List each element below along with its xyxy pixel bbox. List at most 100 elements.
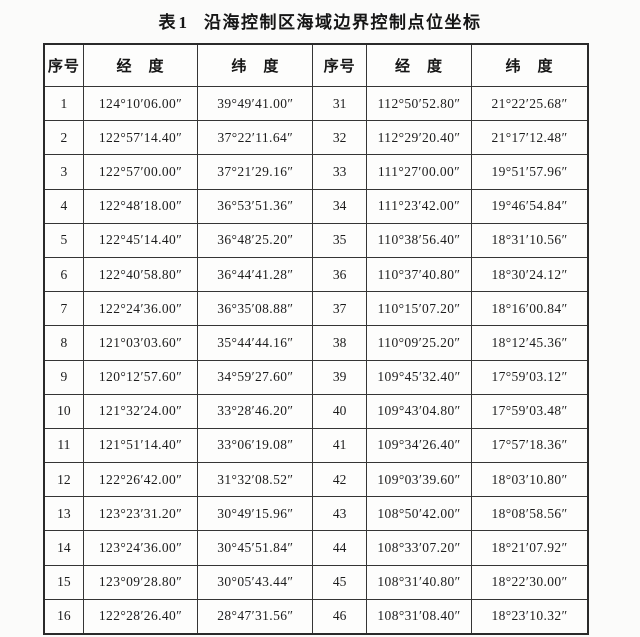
table-row: 8 121°03′03.60″ 35°44′44.16″ 38 110°09′25.20… <box>43 325 589 361</box>
table-row: 15 123°09′28.80″ 30°05′43.44″ 45 108°31′40.8… <box>43 564 589 600</box>
coordinate-cell: 18°21′07.92″ <box>471 530 589 566</box>
coordinate-cell: 28°47′31.56″ <box>197 598 314 635</box>
coordinate-cell: 34°59′27.60″ <box>197 359 314 395</box>
table-row: 5 122°45′14.40″ 36°48′25.20″ 35 110°38′56.40… <box>43 222 589 258</box>
coordinate-cell: 121°03′03.60″ <box>82 325 199 361</box>
coordinate-cell: 36°44′41.28″ <box>197 256 314 293</box>
row-number-cell: 37 <box>312 291 368 327</box>
table-row: 14 123°24′36.00″ 30°45′51.84″ 44 108°33′07.2… <box>43 530 589 566</box>
row-number-cell: 5 <box>43 222 84 258</box>
coordinate-cell: 19°46′54.84″ <box>471 188 589 224</box>
coordinate-cell: 39°49′41.00″ <box>197 85 314 122</box>
coordinate-cell: 110°38′56.40″ <box>366 222 473 258</box>
header-latitude-right: 纬 度 <box>471 43 589 87</box>
coordinate-cell: 33°28′46.20″ <box>197 393 314 429</box>
row-number-cell: 38 <box>312 325 368 361</box>
coordinate-cell: 18°30′24.12″ <box>471 256 589 293</box>
row-number-cell: 13 <box>43 496 84 532</box>
coordinate-cell: 120°12′57.60″ <box>82 359 199 395</box>
row-number-cell: 34 <box>312 188 368 224</box>
coordinate-cell: 108°33′07.20″ <box>366 530 473 566</box>
row-number-cell: 3 <box>43 154 84 190</box>
coordinate-cell: 122°45′14.40″ <box>82 222 199 258</box>
coordinate-cell: 122°24′36.00″ <box>82 291 199 327</box>
coordinate-cell: 122°28′26.40″ <box>82 598 199 635</box>
coordinate-cell: 109°03′39.60″ <box>366 462 473 498</box>
coordinate-cell: 17°57′18.36″ <box>471 427 589 464</box>
coordinate-cell: 18°31′10.56″ <box>471 222 589 258</box>
row-number-cell: 2 <box>43 120 84 156</box>
coordinate-cell: 21°22′25.68″ <box>471 85 589 122</box>
table-row: 13 123°23′31.20″ 30°49′15.96″ 43 108°50′42.0… <box>43 496 589 532</box>
coordinate-cell: 30°49′15.96″ <box>197 496 314 532</box>
coordinate-cell: 123°09′28.80″ <box>82 564 199 600</box>
coordinate-cell: 17°59′03.12″ <box>471 359 589 395</box>
coordinate-cell: 18°03′10.80″ <box>471 462 589 498</box>
row-number-cell: 7 <box>43 291 84 327</box>
row-number-cell: 45 <box>312 564 368 600</box>
table-title-text: 沿海控制区海域边界控制点位坐标 <box>204 13 482 32</box>
row-number-cell: 15 <box>43 564 84 600</box>
coordinate-cell: 110°09′25.20″ <box>366 325 473 361</box>
coordinate-cell: 122°26′42.00″ <box>82 462 199 498</box>
coordinate-cell: 121°32′24.00″ <box>82 393 199 429</box>
table-row: 9 120°12′57.60″ 34°59′27.60″ 39 109°45′32.40… <box>43 359 589 395</box>
coordinate-cell: 122°57′00.00″ <box>82 154 199 190</box>
row-number-cell: 43 <box>312 496 368 532</box>
coordinate-cell: 18°22′30.00″ <box>471 564 589 600</box>
coordinate-cell: 30°45′51.84″ <box>197 530 314 566</box>
coordinate-cell: 31°32′08.52″ <box>197 462 314 498</box>
coordinate-cell: 110°15′07.20″ <box>366 291 473 327</box>
coordinate-cell: 111°23′42.00″ <box>366 188 473 224</box>
coordinate-cell: 18°16′00.84″ <box>471 291 589 327</box>
coordinate-cell: 123°24′36.00″ <box>82 530 199 566</box>
coordinate-cell: 123°23′31.20″ <box>82 496 199 532</box>
header-longitude-left: 经 度 <box>82 43 199 87</box>
header-serial-right: 序号 <box>312 43 368 87</box>
row-number-cell: 4 <box>43 188 84 224</box>
table-row: 7 122°24′36.00″ 36°35′08.88″ 37 110°15′07.20… <box>43 291 589 327</box>
coordinate-cell: 122°48′18.00″ <box>82 188 199 224</box>
table-body: 1 124°10′06.00″ 39°49′41.00″ 31 112°50′52.80… <box>43 85 589 635</box>
coordinate-cell: 18°08′58.56″ <box>471 496 589 532</box>
row-number-cell: 32 <box>312 120 368 156</box>
coordinate-cell: 109°43′04.80″ <box>366 393 473 429</box>
coordinate-cell: 35°44′44.16″ <box>197 325 314 361</box>
row-number-cell: 12 <box>43 462 84 498</box>
coordinate-cell: 108°31′40.80″ <box>366 564 473 600</box>
row-number-cell: 14 <box>43 530 84 566</box>
coordinate-cell: 33°06′19.08″ <box>197 427 314 464</box>
coordinate-cell: 108°50′42.00″ <box>366 496 473 532</box>
coordinate-cell: 19°51′57.96″ <box>471 154 589 190</box>
row-number-cell: 1 <box>43 85 84 122</box>
coordinate-cell: 109°45′32.40″ <box>366 359 473 395</box>
table-row: 11 121°51′14.40″ 33°06′19.08″ 41 109°34′26.4… <box>43 427 589 464</box>
header-latitude-left: 纬 度 <box>197 43 314 87</box>
coordinate-cell: 108°31′08.40″ <box>366 598 473 635</box>
coordinate-cell: 30°05′43.44″ <box>197 564 314 600</box>
coordinate-cell: 109°34′26.40″ <box>366 427 473 464</box>
coordinate-cell: 121°51′14.40″ <box>82 427 199 464</box>
coordinate-cell: 112°29′20.40″ <box>366 120 473 156</box>
row-number-cell: 11 <box>43 427 84 464</box>
row-number-cell: 16 <box>43 598 84 635</box>
coordinate-cell: 18°12′45.36″ <box>471 325 589 361</box>
coordinate-cell: 111°27′00.00″ <box>366 154 473 190</box>
coordinate-cell: 17°59′03.48″ <box>471 393 589 429</box>
header-serial-left: 序号 <box>43 43 84 87</box>
coordinate-cell: 122°57′14.40″ <box>82 120 199 156</box>
coordinate-cell: 122°40′58.80″ <box>82 256 199 293</box>
coordinate-cell: 112°50′52.80″ <box>366 85 473 122</box>
row-number-cell: 31 <box>312 85 368 122</box>
coordinate-cell: 124°10′06.00″ <box>82 85 199 122</box>
row-number-cell: 35 <box>312 222 368 258</box>
table-number-label: 表1 <box>158 13 190 32</box>
coordinate-cell: 37°21′29.16″ <box>197 154 314 190</box>
table-row: 3 122°57′00.00″ 37°21′29.16″ 33 111°27′00.00… <box>43 154 589 190</box>
row-number-cell: 9 <box>43 359 84 395</box>
table-row: 6 122°40′58.80″ 36°44′41.28″ 36 110°37′40.80… <box>43 256 589 293</box>
row-number-cell: 33 <box>312 154 368 190</box>
header-row: 序号 经 度 纬 度 序号 经 度 纬 度 <box>43 43 589 87</box>
table-row: 16 122°28′26.40″ 28°47′31.56″ 46 108°31′08.4… <box>43 598 589 635</box>
